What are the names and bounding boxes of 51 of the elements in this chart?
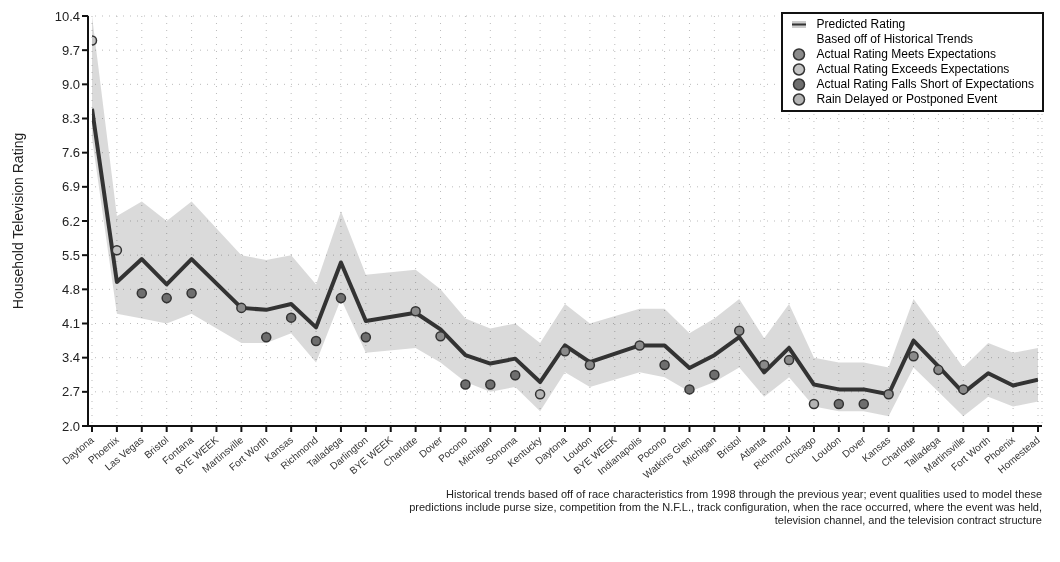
point xyxy=(136,287,148,299)
point xyxy=(634,340,645,351)
point xyxy=(534,389,546,400)
point xyxy=(709,369,720,381)
y-tick-label: 3.4 xyxy=(61,350,80,366)
y-tick-label: 9.7 xyxy=(61,42,80,58)
point xyxy=(460,379,471,390)
point xyxy=(584,359,596,371)
legend-label: Rain Delayed or Postponed Event xyxy=(816,92,998,107)
legend-label: Predicted Rating Based off of Historical Trends xyxy=(816,17,974,47)
point xyxy=(161,292,172,304)
y-tick-label: 4.8 xyxy=(61,281,80,297)
point xyxy=(285,312,297,323)
point xyxy=(261,331,272,343)
point xyxy=(958,384,969,395)
point xyxy=(509,369,521,381)
legend-label: Actual Rating Meets Expectations xyxy=(816,47,996,62)
y-tick-label: 6.2 xyxy=(61,213,80,229)
y-axis-title: Household Television Rating xyxy=(9,132,26,310)
y-tick-label: 9.0 xyxy=(61,76,80,92)
point xyxy=(933,364,944,376)
point xyxy=(659,359,670,371)
y-tick-label: 4.1 xyxy=(61,316,80,332)
y-tick-label: 10.4 xyxy=(54,8,80,24)
y-tick-label: 2.0 xyxy=(61,418,80,434)
point xyxy=(335,292,347,304)
point xyxy=(485,379,496,390)
point xyxy=(908,350,919,362)
point xyxy=(783,354,795,366)
point xyxy=(236,302,247,314)
point xyxy=(883,389,894,400)
point xyxy=(559,346,571,357)
y-tick-label: 2.7 xyxy=(61,384,80,400)
point xyxy=(410,306,421,317)
y-tick-label: 5.5 xyxy=(61,247,80,263)
point xyxy=(808,398,820,410)
legend-label: Actual Rating Exceeds Expectations xyxy=(816,62,1010,77)
point xyxy=(833,398,845,410)
point xyxy=(435,330,446,342)
y-tick-label: 8.3 xyxy=(61,111,80,127)
y-tick-label: 6.9 xyxy=(61,179,80,195)
point xyxy=(360,331,372,343)
point xyxy=(858,398,869,410)
point xyxy=(758,359,770,371)
point xyxy=(734,325,745,337)
legend-label: Actual Rating Falls Short of Expectations xyxy=(816,77,1034,92)
point xyxy=(310,335,322,347)
y-tick-label: 7.6 xyxy=(61,145,80,161)
point xyxy=(186,287,197,299)
point xyxy=(684,384,695,395)
text: Historical trends based off of race characteristics from 1998 through the previous year; event qualities used to model these predictions include purse size, competition from the N.F.L., track configuration, when the race occurred, where the event was held, television channel, and the television contract structure xyxy=(408,488,1042,527)
